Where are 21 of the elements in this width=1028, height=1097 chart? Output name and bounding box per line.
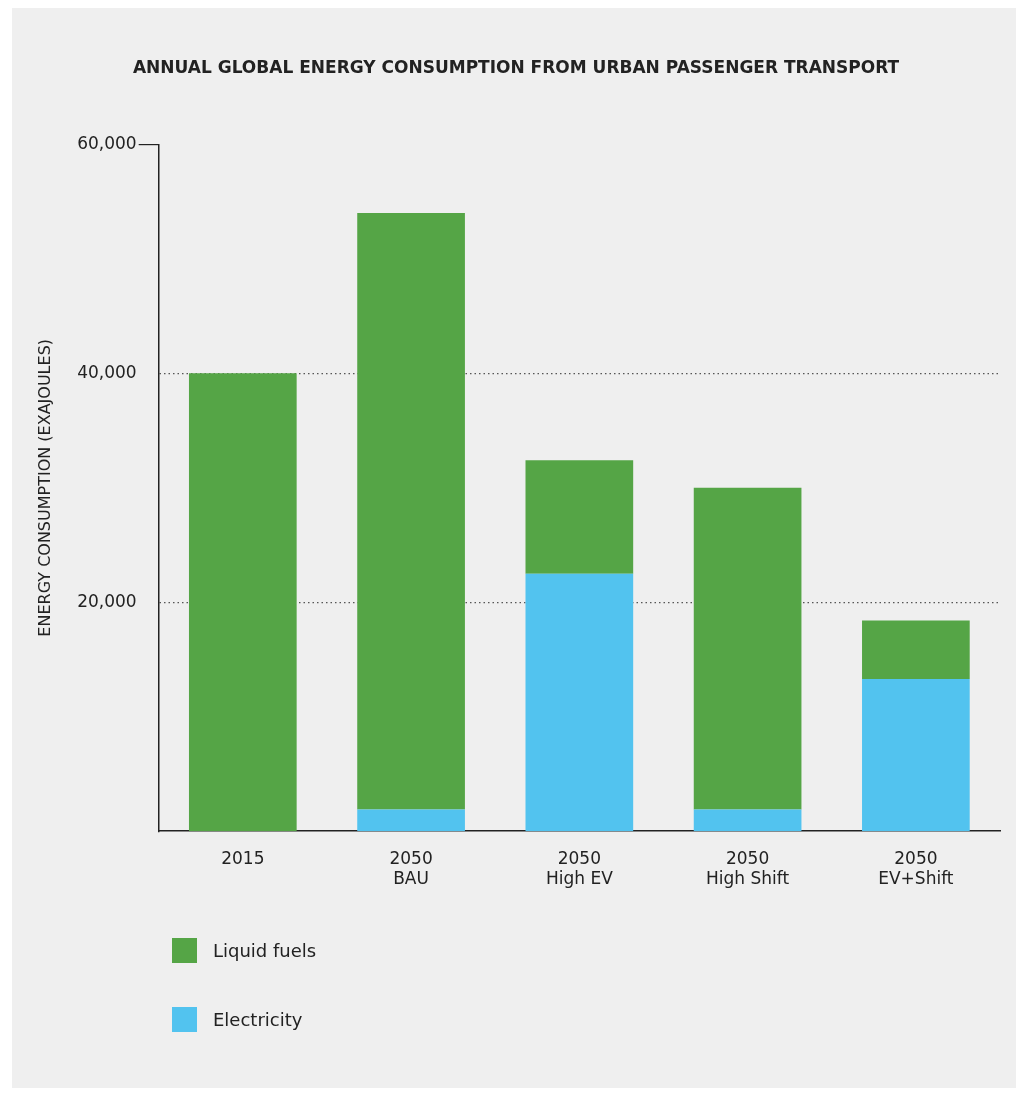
x-tick-label: 2050 EV+Shift bbox=[878, 847, 954, 889]
bar bbox=[357, 809, 465, 832]
bar bbox=[357, 213, 465, 810]
y-tick-label: 60,000 bbox=[77, 132, 137, 153]
bar bbox=[188, 373, 297, 832]
bar bbox=[862, 678, 970, 832]
y-tick-label: 40,000 bbox=[77, 361, 137, 382]
legend-label: Electricity bbox=[213, 1009, 303, 1030]
y-tick-label: 20,000 bbox=[77, 590, 137, 611]
x-tick-label: 2050 High Shift bbox=[706, 847, 790, 889]
legend-label: Liquid fuels bbox=[213, 940, 317, 961]
x-tick-label: 2050 BAU bbox=[389, 847, 433, 889]
y-axis-title: ENERGY CONSUMPTION (EXAJOULES) bbox=[34, 338, 54, 637]
bar bbox=[693, 487, 802, 810]
bar bbox=[693, 809, 802, 832]
bar bbox=[525, 573, 634, 832]
bar bbox=[862, 620, 970, 679]
x-tick-label: 2050 High EV bbox=[545, 847, 614, 889]
chart-title: ANNUAL GLOBAL ENERGY CONSUMPTION FROM URBAN PASSENGER TRANSPORT bbox=[132, 56, 900, 77]
bar bbox=[525, 460, 634, 574]
x-tick-label: 2015 bbox=[221, 847, 265, 868]
